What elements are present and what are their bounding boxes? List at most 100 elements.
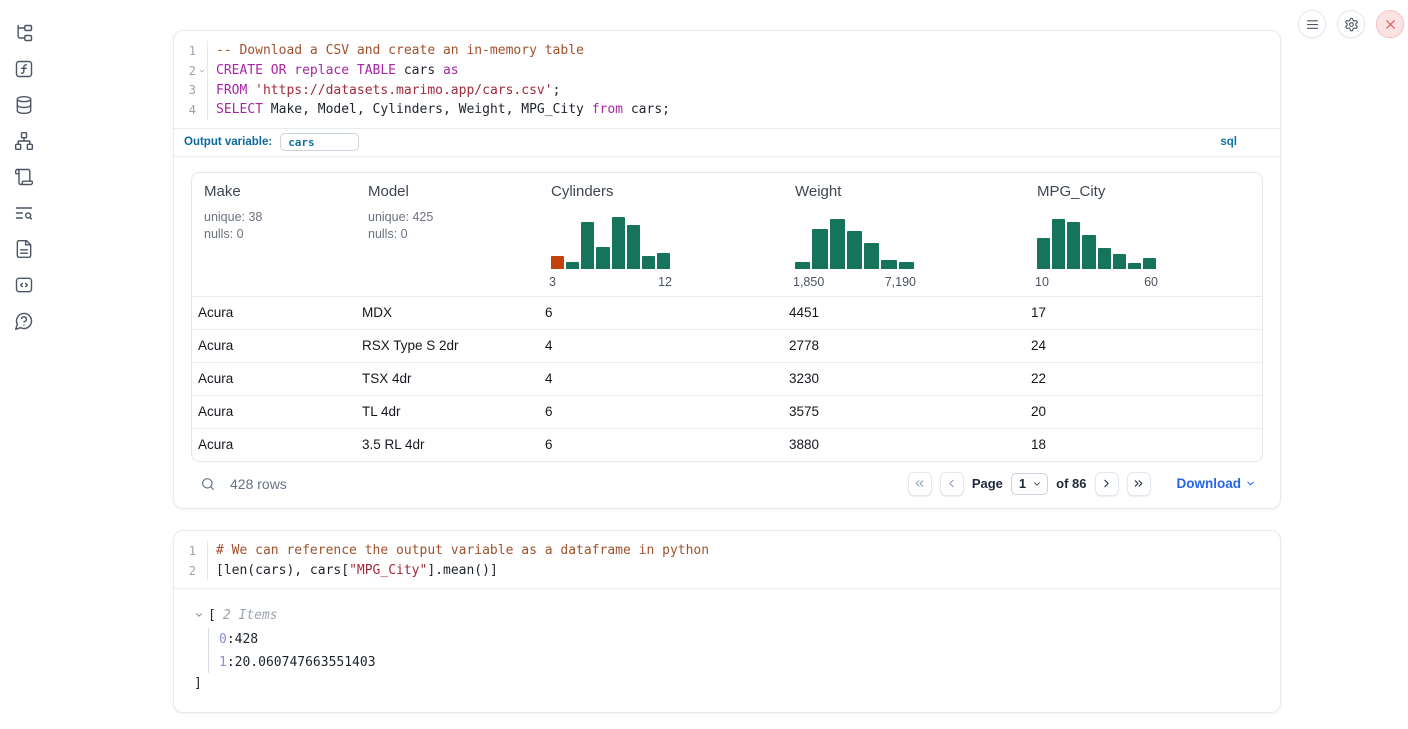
histogram-bar — [899, 262, 914, 269]
histogram-bar — [1067, 222, 1080, 269]
column-header-mpg-city[interactable]: MPG_City 10 60 — [1025, 173, 1262, 296]
cell-weight: 3230 — [783, 371, 1025, 386]
hist-max-label: 12 — [658, 275, 672, 289]
table-footer: 428 rows Page 1 of 86 — [191, 462, 1263, 506]
log-search-icon[interactable] — [14, 203, 34, 223]
first-page-button[interactable] — [908, 472, 932, 496]
cell-model: TSX 4dr — [356, 371, 539, 386]
chevron-down-icon — [1032, 479, 1042, 489]
function-icon[interactable] — [14, 59, 34, 79]
previous-page-button[interactable] — [940, 472, 964, 496]
output-variable-input[interactable]: cars — [280, 133, 359, 151]
cell-model: 3.5 RL 4dr — [356, 437, 539, 452]
sql-output-area: Make unique: 38 nulls: 0 Model unique: 4… — [174, 157, 1280, 506]
python-cell: 1 # We can reference the output variable… — [173, 530, 1281, 713]
cell-cylinders: 4 — [539, 338, 783, 353]
chevron-right-icon — [1100, 477, 1113, 490]
column-name: Weight — [795, 183, 1013, 200]
column-header-weight[interactable]: Weight 1,850 7,190 — [783, 173, 1025, 296]
output-variable-label: Output variable: — [184, 136, 272, 148]
download-label: Download — [1177, 476, 1242, 491]
column-stat: nulls: 0 — [368, 226, 527, 243]
histogram-bar — [551, 256, 564, 269]
entry-key: 1 — [219, 655, 227, 670]
fold-chevron-icon[interactable] — [196, 67, 207, 75]
python-code-editor[interactable]: 1 # We can reference the output variable… — [174, 531, 1280, 588]
entry-key: 0 — [219, 632, 227, 647]
row-count: 428 rows — [230, 476, 287, 492]
code-token: 'https://datasets.marimo.app/cars.csv' — [255, 83, 552, 98]
document-icon[interactable] — [14, 239, 34, 259]
hist-min-label: 10 — [1035, 275, 1049, 289]
code-token: Make, Model, Cylinders, Weight, MPG_City — [263, 102, 592, 117]
code-text: # We can reference the output variable a… — [207, 541, 1280, 561]
cell-mpg-city: 20 — [1025, 404, 1262, 419]
language-badge: sql — [1220, 136, 1237, 148]
column-name: Make — [204, 183, 344, 200]
file-tree-icon[interactable] — [14, 23, 34, 43]
code-token: cars — [396, 63, 443, 78]
last-page-button[interactable] — [1127, 472, 1151, 496]
table-row: Acura TSX 4dr 4 3230 22 — [192, 362, 1262, 395]
cell-model: MDX — [356, 305, 539, 320]
code-token: "MPG_City" — [349, 563, 427, 578]
code-line: 1 -- Download a CSV and create an in-mem… — [174, 41, 1280, 61]
menu-button[interactable] — [1298, 10, 1326, 38]
cell-cylinders: 4 — [539, 371, 783, 386]
column-header-model[interactable]: Model unique: 425 nulls: 0 — [356, 173, 539, 296]
column-header-make[interactable]: Make unique: 38 nulls: 0 — [192, 173, 356, 296]
chevrons-left-icon — [913, 477, 926, 490]
close-button[interactable] — [1376, 10, 1404, 38]
code-line: 2 CREATE OR replace TABLE cars as — [174, 61, 1280, 81]
table-row: Acura 3.5 RL 4dr 6 3880 18 — [192, 428, 1262, 461]
histogram-bar — [830, 219, 845, 269]
data-table: Make unique: 38 nulls: 0 Model unique: 4… — [191, 172, 1263, 462]
tree-entry: 1: 20.060747663551403 — [219, 651, 1280, 674]
histogram-bar — [1037, 238, 1050, 269]
page-select[interactable]: 1 — [1011, 473, 1048, 495]
menu-icon — [1305, 17, 1320, 32]
sql-code-editor[interactable]: 1 -- Download a CSV and create an in-mem… — [174, 31, 1280, 128]
help-icon[interactable] — [14, 311, 34, 331]
code-text: SELECT Make, Model, Cylinders, Weight, M… — [207, 100, 1280, 120]
histogram-bar — [1143, 258, 1156, 269]
line-number: 2 — [174, 64, 196, 78]
code-token: as — [443, 63, 459, 78]
cylinders-histogram — [551, 216, 670, 269]
code-token: CREATE OR replace TABLE — [216, 63, 396, 78]
bracket-open: [ — [208, 608, 216, 623]
column-stat: unique: 425 — [368, 209, 527, 226]
histogram-bar — [642, 256, 655, 269]
cell-make: Acura — [192, 437, 356, 452]
python-output-tree: [ 2 Items 0: 428 1: 20.060747663551403 ] — [174, 589, 1280, 693]
cell-cylinders: 6 — [539, 404, 783, 419]
code-token: -- Download a CSV and create an in-memor… — [216, 43, 584, 58]
column-header-cylinders[interactable]: Cylinders 3 12 — [539, 173, 783, 296]
cell-weight: 2778 — [783, 338, 1025, 353]
settings-button[interactable] — [1337, 10, 1365, 38]
database-icon[interactable] — [14, 95, 34, 115]
close-icon — [1383, 17, 1398, 32]
histogram-bar — [1098, 248, 1111, 269]
scroll-icon[interactable] — [14, 167, 34, 187]
network-icon[interactable] — [14, 131, 34, 151]
code-text: -- Download a CSV and create an in-memor… — [207, 41, 1280, 61]
line-number: 2 — [174, 564, 196, 578]
cell-weight: 3880 — [783, 437, 1025, 452]
column-name: Model — [368, 183, 527, 200]
histogram-bar — [1052, 219, 1065, 269]
next-page-button[interactable] — [1095, 472, 1119, 496]
histogram-bar — [847, 231, 862, 269]
download-button[interactable]: Download — [1177, 476, 1257, 491]
column-stat: nulls: 0 — [204, 226, 344, 243]
cell-cylinders: 6 — [539, 305, 783, 320]
page-label: Page — [972, 476, 1003, 491]
code-snippets-icon[interactable] — [14, 275, 34, 295]
histogram-bar — [566, 262, 579, 269]
code-line: 2 [len(cars), cars["MPG_City"].mean()] — [174, 561, 1280, 581]
tree-entry: 0: 428 — [219, 628, 1280, 651]
code-token: cars; — [623, 102, 670, 117]
code-token: FROM — [216, 83, 247, 98]
collapse-chevron-icon[interactable] — [194, 610, 208, 620]
search-icon[interactable] — [198, 474, 218, 494]
